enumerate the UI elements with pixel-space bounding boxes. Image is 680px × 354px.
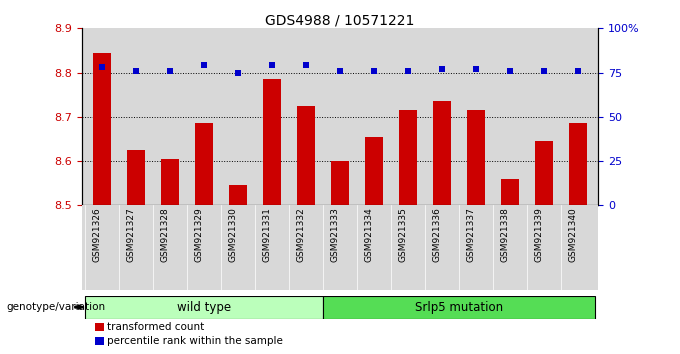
Point	[403, 68, 413, 74]
Point	[505, 68, 515, 74]
Point	[539, 68, 549, 74]
Text: transformed count: transformed count	[107, 322, 205, 332]
Bar	[534, 141, 554, 205]
Text: Srlp5 mutation: Srlp5 mutation	[415, 301, 503, 314]
Point	[165, 68, 175, 74]
Point	[369, 68, 379, 74]
Bar	[364, 137, 384, 205]
Bar	[568, 124, 588, 205]
Bar	[82, 205, 598, 290]
Bar	[160, 159, 180, 205]
Bar	[262, 79, 282, 205]
Point	[131, 68, 141, 74]
Text: GSM921338: GSM921338	[501, 207, 510, 262]
Text: GSM921332: GSM921332	[297, 207, 306, 262]
Text: GSM921335: GSM921335	[399, 207, 408, 262]
Text: GSM921331: GSM921331	[263, 207, 272, 262]
Text: GSM921336: GSM921336	[433, 207, 442, 262]
Point	[97, 64, 107, 70]
Point	[267, 63, 277, 68]
Text: GSM921328: GSM921328	[161, 207, 170, 262]
Text: GSM921330: GSM921330	[229, 207, 238, 262]
Text: GSM921329: GSM921329	[195, 207, 204, 262]
Text: percentile rank within the sample: percentile rank within the sample	[107, 336, 284, 346]
Bar	[92, 53, 112, 205]
Text: GSM921339: GSM921339	[535, 207, 544, 262]
Text: genotype/variation: genotype/variation	[7, 302, 106, 312]
Bar	[500, 179, 520, 205]
Bar	[398, 110, 418, 205]
Bar	[323, 296, 595, 319]
Bar	[466, 110, 486, 205]
Text: GSM921340: GSM921340	[569, 207, 578, 262]
Point	[301, 63, 311, 68]
Text: GSM921333: GSM921333	[331, 207, 340, 262]
Bar	[228, 185, 248, 205]
Point	[573, 68, 583, 74]
Bar	[330, 161, 350, 205]
Point	[233, 70, 243, 75]
Text: GSM921326: GSM921326	[93, 207, 102, 262]
Bar	[194, 124, 214, 205]
Point	[437, 66, 447, 72]
Bar	[126, 150, 146, 205]
Text: GSM921327: GSM921327	[127, 207, 136, 262]
Bar	[85, 296, 323, 319]
Point	[471, 66, 481, 72]
Point	[199, 63, 209, 68]
Point	[335, 68, 345, 74]
Title: GDS4988 / 10571221: GDS4988 / 10571221	[265, 13, 415, 27]
Bar	[432, 101, 452, 205]
Text: GSM921337: GSM921337	[467, 207, 476, 262]
Text: wild type: wild type	[177, 301, 231, 314]
Bar	[296, 106, 316, 205]
Text: GSM921334: GSM921334	[365, 207, 374, 262]
